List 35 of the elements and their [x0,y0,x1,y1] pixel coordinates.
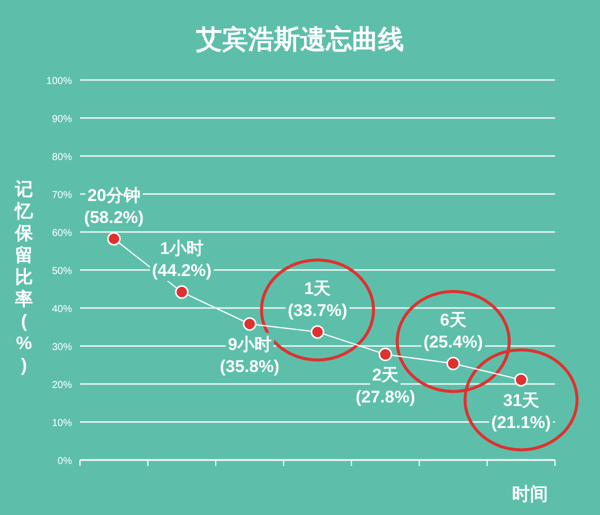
point [446,356,460,370]
y-tick-label: 10% [52,418,72,429]
x-tick-label: 1小时 [160,239,204,258]
data-label: (27.8%) [356,387,416,406]
data-label: (21.1%) [491,412,551,432]
y-tick-label: 20% [52,380,72,391]
point [175,285,189,299]
x-tick-label: 6天 [440,310,466,330]
x-axis-title: 时间 [512,484,548,504]
y-tick-label: 50% [52,266,72,277]
point [242,317,256,331]
point [378,348,392,362]
data-label: (33.7%) [288,300,348,320]
x-tick-label: 31天 [503,390,540,410]
y-tick-label: 40% [52,304,72,315]
point [107,232,121,246]
text: 记忆保留比率(%) [15,179,33,375]
y-tick-label: 60% [52,228,72,239]
x-tick-label: 9小时 [228,334,272,354]
point [514,373,528,387]
y-tick-label: 80% [52,152,72,163]
x-tick-label: 1天 [304,278,331,298]
x-tick-label: 20分钟 [87,186,140,205]
x-tick-label: 2天 [372,365,399,384]
point [310,325,324,339]
y-tick-label: 70% [52,190,72,201]
data-label: (44.2%) [152,261,212,280]
data-label: (25.4%) [423,332,483,352]
data-label: (58.2%) [84,208,144,227]
chart-title: 艾宾浩斯遗忘曲线 [195,24,404,54]
y-tick-label: 0% [58,456,72,467]
y-tick-label: 90% [52,114,72,125]
data-label: (35.8%) [220,356,280,376]
y-tick-label: 100% [46,76,72,87]
y-tick-label: 30% [52,342,72,353]
